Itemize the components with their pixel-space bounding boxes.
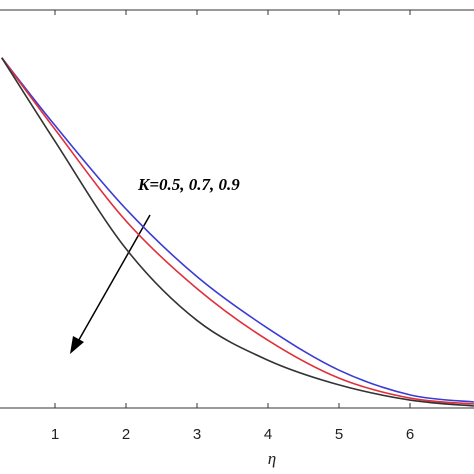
arrow-head <box>70 336 84 354</box>
x-tick-label: 1 <box>51 426 59 443</box>
x-tick-label: 5 <box>335 426 343 443</box>
line-series <box>1 57 474 405</box>
line-series <box>1 57 474 407</box>
annotation: K=0.5, 0.7, 0.9 <box>137 175 240 194</box>
line-series <box>1 57 474 403</box>
x-axis-label: η <box>268 449 276 468</box>
x-tick-label: 3 <box>193 426 201 443</box>
x-tick-label: 4 <box>264 426 272 443</box>
x-tick-label: 2 <box>122 426 130 443</box>
x-tick-label: 6 <box>406 426 414 443</box>
arrow-shaft <box>75 214 151 346</box>
plot-frame <box>0 9 474 409</box>
